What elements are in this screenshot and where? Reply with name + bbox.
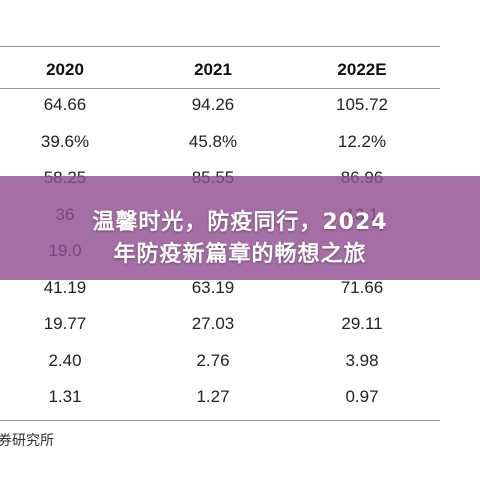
column-header: 2020 [46, 60, 84, 79]
table-cell: 2.40 [48, 350, 82, 370]
banner-line: 年防疫新篇章的畅想之旅 [113, 242, 367, 267]
table-top-rule [0, 46, 440, 47]
column-header: 2022E [337, 60, 387, 79]
table-bottom-rule [0, 420, 440, 421]
table-cell: 71.66 [340, 277, 384, 297]
table-cell: 63.19 [191, 277, 235, 297]
banner-line: 温馨时光，防疫同行，2024 [92, 210, 388, 235]
table-cell: 105.72 [336, 95, 388, 114]
table-cell: 27.03 [191, 314, 235, 333]
table-cell: 1.31 [48, 387, 82, 406]
table-cell: 19.77 [43, 314, 87, 333]
table-cell: 0.97 [345, 387, 379, 406]
column-header: 2021 [194, 60, 232, 79]
source-note: 证券研究所 [0, 433, 54, 449]
table-cell: 94.26 [191, 95, 235, 114]
table-cell: 1.27 [196, 387, 230, 406]
table-cell: 64.66 [43, 95, 87, 114]
table-cell: 12.2% [337, 131, 387, 151]
table-cell: 45.8% [188, 131, 238, 151]
table-cell: 41.19 [43, 277, 87, 297]
table-cell: 3.98 [345, 350, 379, 370]
title-banner: 温馨时光，防疫同行，2024 年防疫新篇章的畅想之旅 [0, 176, 480, 280]
table-cell: 39.6% [40, 131, 90, 151]
header-rule [0, 88, 440, 89]
table-cell: 2.76 [196, 350, 230, 370]
table-cell: 29.11 [341, 314, 383, 333]
